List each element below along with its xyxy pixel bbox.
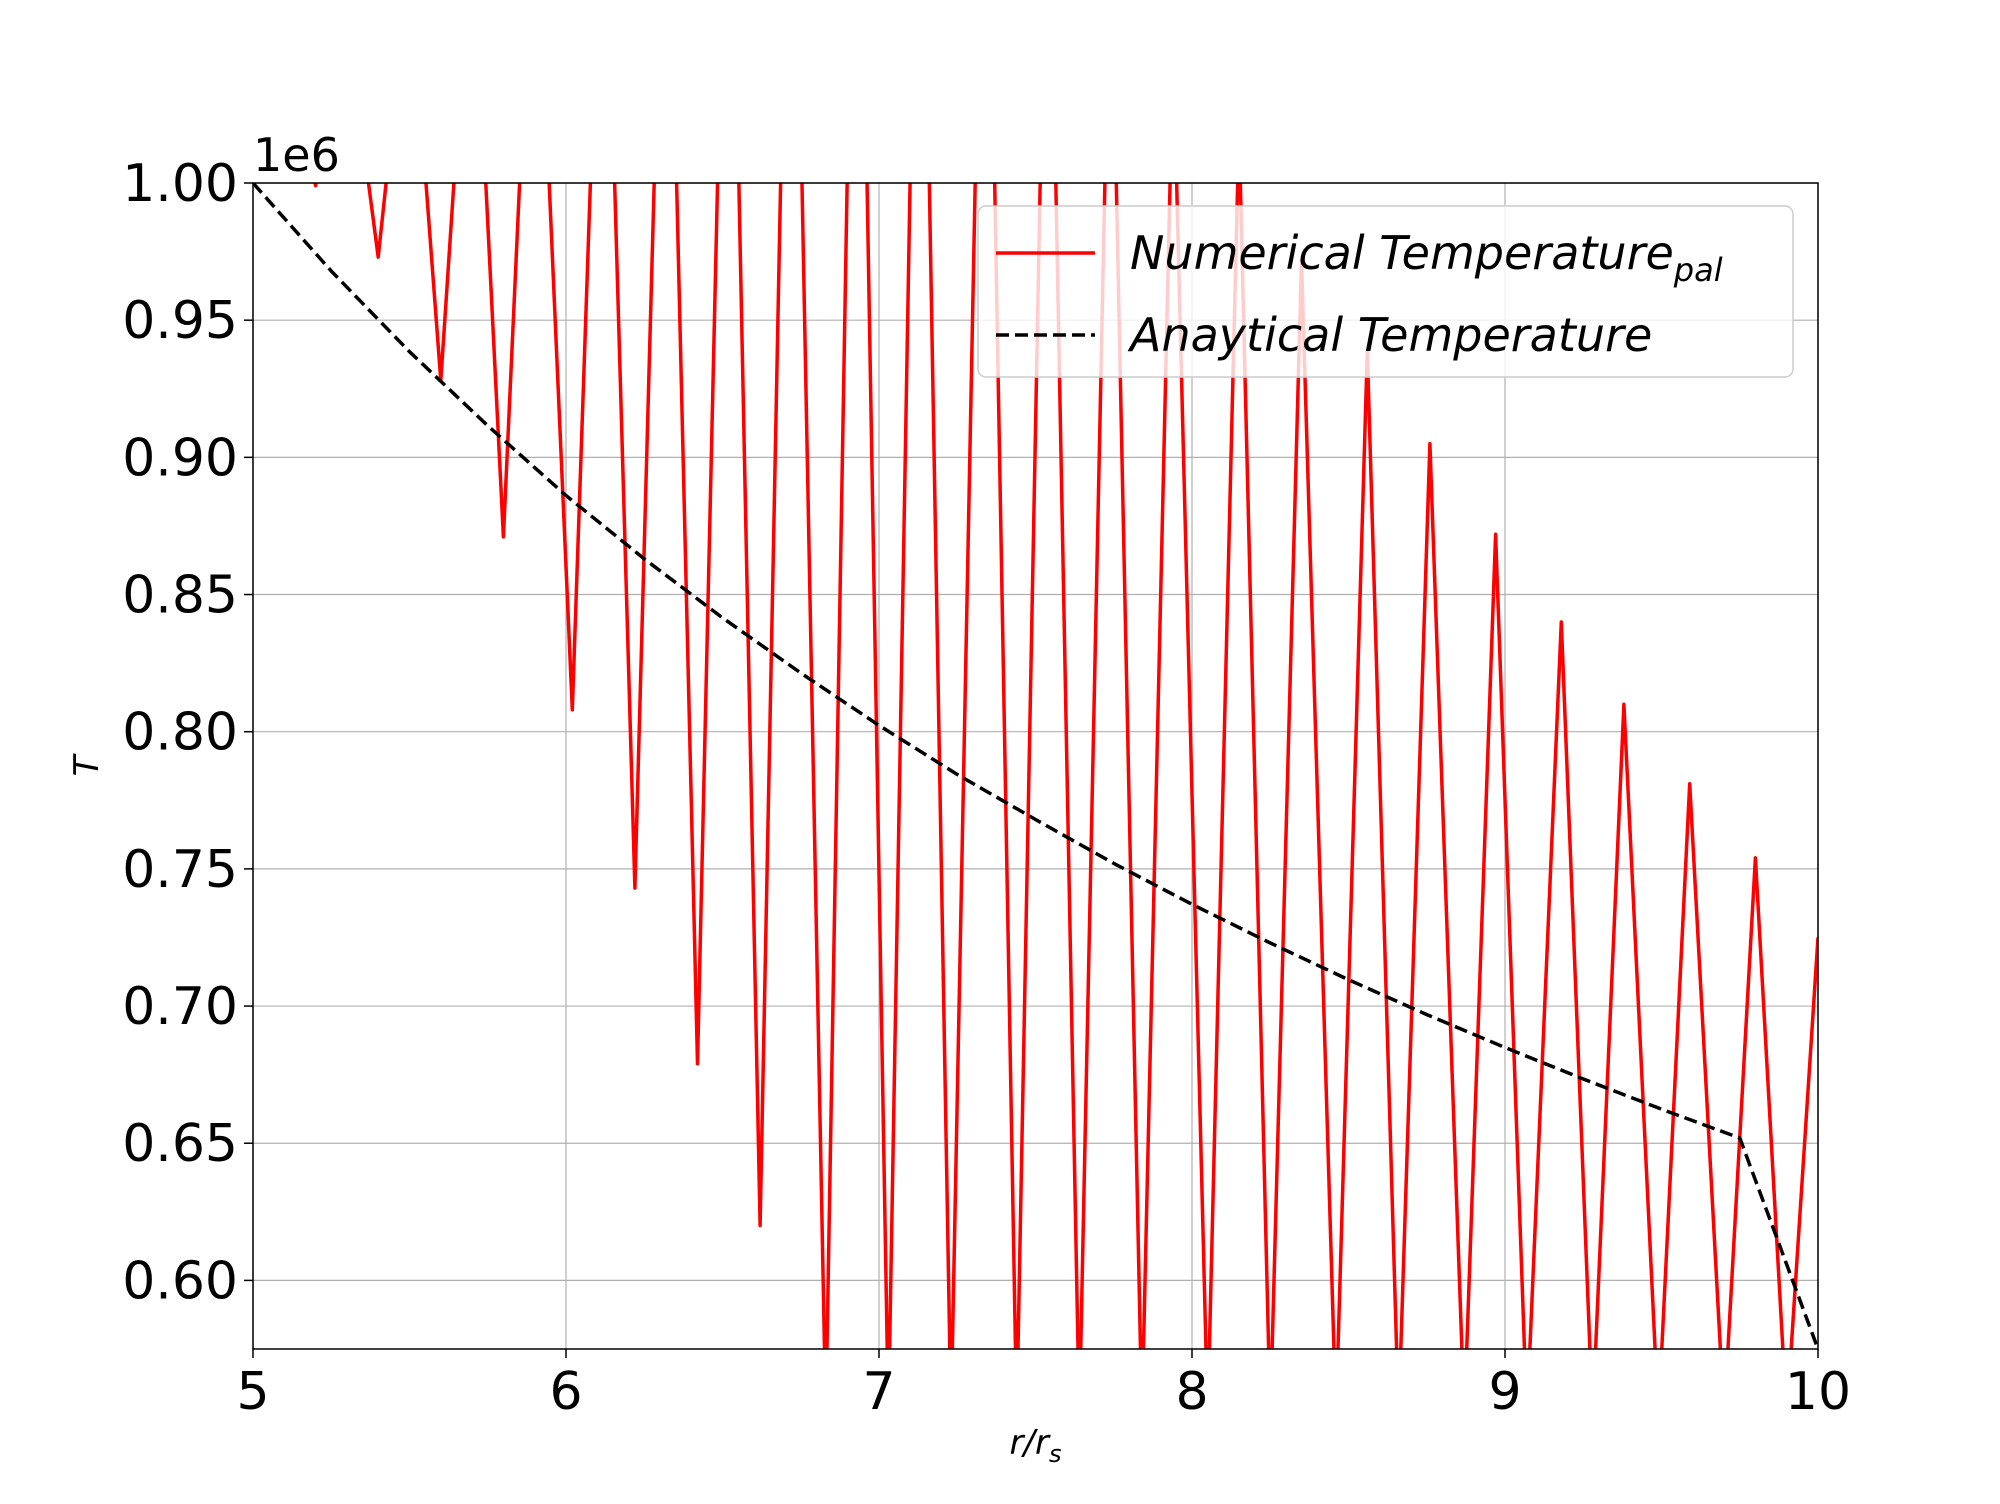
y-tick-label: 0.90 <box>122 428 238 488</box>
numerical-temperature-line <box>253 183 1818 1349</box>
x-tick-label: 8 <box>1175 1362 1208 1422</box>
legend-label-text: Numerical Temperature <box>1130 226 1674 280</box>
y-axis-label: T <box>67 753 107 776</box>
x-tick-label: 5 <box>236 1362 269 1422</box>
legend-label: Anaytical Temperature <box>1127 308 1652 362</box>
y-tick-label: 0.75 <box>122 840 238 900</box>
ticks: 5 6 7 8 9 10 0.60 0.65 0.70 0.75 0.80 0.85 0.90 0.95 1… <box>122 154 1851 1422</box>
legend-label-subscript: pal <box>1673 251 1723 289</box>
x-axis-label-subscript: s <box>1049 1440 1062 1468</box>
legend: Numerical Temperaturepal Anaytical Temper… <box>977 205 1794 378</box>
x-axis-label-main: r/r <box>1010 1423 1051 1463</box>
y-tick-label: 0.60 <box>122 1251 238 1311</box>
y-tick-label: 0.85 <box>122 566 238 626</box>
legend-label-text: Anaytical Temperature <box>1127 308 1652 362</box>
x-tick-label: 7 <box>862 1362 895 1422</box>
x-tick-label: 10 <box>1785 1362 1851 1422</box>
y-tick-label: 0.80 <box>122 703 238 763</box>
plot-frame <box>252 182 1819 1350</box>
x-tick-label: 6 <box>549 1362 582 1422</box>
x-axis-label: r/rs <box>1010 1423 1062 1468</box>
y-axis-label-group: T <box>67 753 107 776</box>
x-tick-label: 9 <box>1488 1362 1521 1422</box>
legend-box <box>977 205 1794 378</box>
y-offset-label: 1e6 <box>253 128 340 182</box>
analytical-temperature-line <box>253 183 1818 1349</box>
y-tick-label: 0.65 <box>122 1114 238 1174</box>
y-tick-label: 0.70 <box>122 977 238 1037</box>
y-tick-label: 0.95 <box>122 291 238 351</box>
series-layer <box>253 183 1818 1349</box>
legend-label: Numerical Temperaturepal <box>1130 226 1723 289</box>
y-tick-label: 1.00 <box>122 154 238 214</box>
